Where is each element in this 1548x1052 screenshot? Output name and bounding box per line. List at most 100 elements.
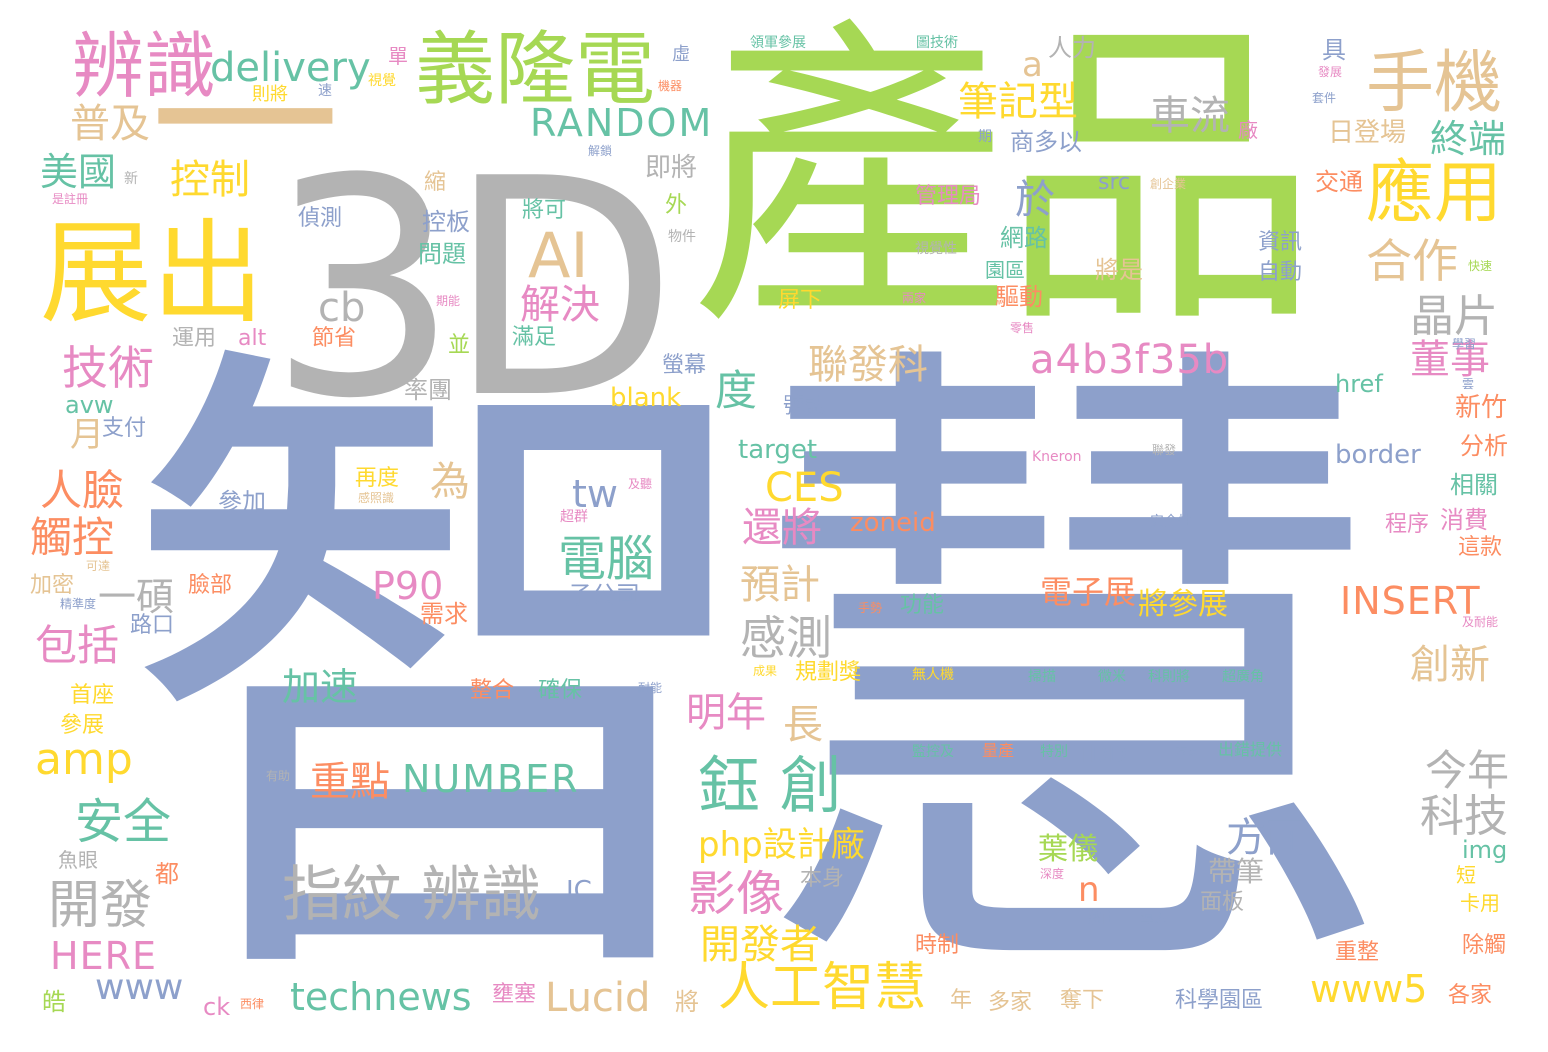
word-kongzhi: 控制 (170, 157, 250, 203)
word-3d: 3D (268, 115, 678, 464)
word-zhanchu: 展出 (40, 209, 264, 339)
word-jiejue: 解決 (520, 282, 600, 328)
word-jinnian: 今年 (1425, 746, 1510, 795)
word-jingpian: 晶片 (1410, 291, 1498, 342)
word-chuangqiye: 創企業 (1150, 177, 1187, 191)
word-zhence: 偵測 (298, 206, 343, 231)
word-shizhuce: 是註冊 (52, 192, 89, 206)
word-pingxia: 屏下 (778, 288, 823, 313)
word-lianfa: 聯發 (1152, 443, 1177, 457)
word-jiting: 及聽 (628, 477, 653, 491)
word-canjia: 參加 (218, 488, 266, 516)
word-du: 度 (715, 366, 758, 415)
word-ridengchang: 日登場 (1328, 118, 1407, 148)
word-haozhi: 號誌 (783, 394, 828, 419)
word-wurenji: 無人機 (912, 667, 954, 683)
word-number: NUMBER (402, 757, 580, 801)
word-a: a (1022, 45, 1043, 85)
word-shijuexing: 視覺性 (915, 241, 957, 257)
word-zhekuan: 這款 (1458, 535, 1503, 560)
word-kneron: Kneron (1032, 449, 1082, 465)
word-yeyi: 葉儀 (1038, 832, 1098, 867)
word-gance: 感測 (740, 611, 832, 665)
word-fangan: 方案 (1175, 744, 1200, 758)
word-zhifu: 支付 (102, 416, 147, 441)
word-puji: 普及 (70, 101, 150, 147)
word-anquan: 安全 (75, 794, 172, 850)
word-yuji: 預計 (740, 562, 820, 608)
word-hao: 皓 (42, 988, 66, 1016)
word-zhihui: 智慧 (118, 293, 1398, 1052)
word-yingyong: 應用 (1366, 154, 1503, 233)
word-delivery: delivery (210, 45, 371, 91)
word-cheliu: 車流 (1150, 93, 1230, 139)
word-hash: a4b3f35b (1030, 337, 1230, 383)
word-yuchuang: 鈺 創 (698, 749, 842, 822)
word-tebie: 特別 (1040, 744, 1068, 760)
word-amp: amp (35, 734, 133, 785)
word-www5: www5 (1310, 967, 1428, 1011)
word-jiami: 加密 (30, 573, 75, 598)
word-target: target (738, 435, 818, 465)
word-jishu: 技術 (62, 341, 154, 395)
word-ces: CES (765, 465, 844, 511)
word-n: n (1078, 870, 1100, 910)
word-chengxu: 程序 (1385, 512, 1430, 537)
word-src: src (1098, 170, 1131, 195)
word-random: RANDOM (530, 101, 714, 145)
word-ganzhaoshi: 感照識 (358, 491, 395, 505)
word-insert: INSERT (1340, 579, 1481, 623)
word-manzu: 滿足 (512, 325, 557, 350)
word-fangmian: 方面 (1226, 815, 1306, 861)
word-wanglu: 網路 (1000, 224, 1048, 252)
word-baokuo: 包括 (35, 621, 120, 670)
word-mingnian: 明年 (686, 690, 766, 736)
word-dongshi: 董事 (1410, 337, 1490, 383)
word-chaoguangjiao: 超廣角 (1222, 669, 1264, 685)
word-kexueyuanqu: 科學園區 (1175, 988, 1264, 1013)
word-jingzhundu: 精準度 (60, 597, 97, 611)
word-jiqi: 機器 (658, 79, 683, 93)
word-xiaofei: 消費 (1440, 506, 1488, 534)
word-yue: 月 (70, 415, 104, 455)
word-kaifa: 開發 (48, 876, 153, 936)
word-jiangke: 將可 (522, 198, 567, 223)
word-zigongsi: 子公司 (568, 581, 640, 609)
word-saomiao: 掃描 (1028, 669, 1056, 685)
word-yongsai: 壅塞 (492, 982, 537, 1007)
word-weimi: 微米 (1098, 669, 1126, 685)
word-shouji: 手機 (1366, 44, 1503, 123)
word-daoru: 導入 (1140, 911, 1168, 927)
word-yilongdian: 義隆電 (415, 23, 655, 116)
word-jiangyou: 將由 (1088, 911, 1116, 927)
word-xu: 虛 (672, 44, 690, 65)
word-php: php設計廠 (698, 825, 865, 865)
word-blank: blank (610, 383, 682, 413)
word-liangjia: 兩家 (902, 291, 927, 305)
word-mianban: 面板 (1200, 890, 1245, 915)
word-qudong: 驅動 (995, 283, 1043, 311)
word-lingjuncanzhan: 領軍參展 (750, 35, 806, 51)
word-fazhan: 發展 (1318, 65, 1343, 79)
word-zoneid: zoneid (850, 508, 936, 538)
word-jiesheng: 節省 (312, 326, 357, 351)
word-keji: 科技 (1420, 791, 1508, 842)
word-lingshou: 零售 (1010, 321, 1035, 335)
word-bianshi: 辨識 (72, 24, 217, 108)
word-rengongzhihui: 人工智慧 (718, 958, 927, 1018)
word-yi: 一 (150, 14, 341, 235)
word-chucuotigong: 出錯提供 (1218, 740, 1283, 759)
word-taojian: 套件 (1312, 91, 1337, 105)
word-www: www (95, 967, 184, 1008)
word-jiaotong: 交通 (1315, 168, 1363, 196)
word-xilv: 西律 (240, 997, 265, 1011)
word-jinaineng: 及耐能 (1462, 615, 1499, 629)
word-fenxi: 分析 (1460, 432, 1508, 460)
word-zhongdian: 重點 (310, 759, 390, 805)
word-ck: ck (203, 993, 231, 1021)
word-kezejiang: 科則將 (1148, 669, 1190, 685)
word-shouzuo: 首座 (70, 683, 115, 708)
word-suo: 縮 (424, 170, 447, 195)
word-xuqiu: 需求 (420, 600, 468, 628)
word-p90: P90 (372, 564, 444, 608)
